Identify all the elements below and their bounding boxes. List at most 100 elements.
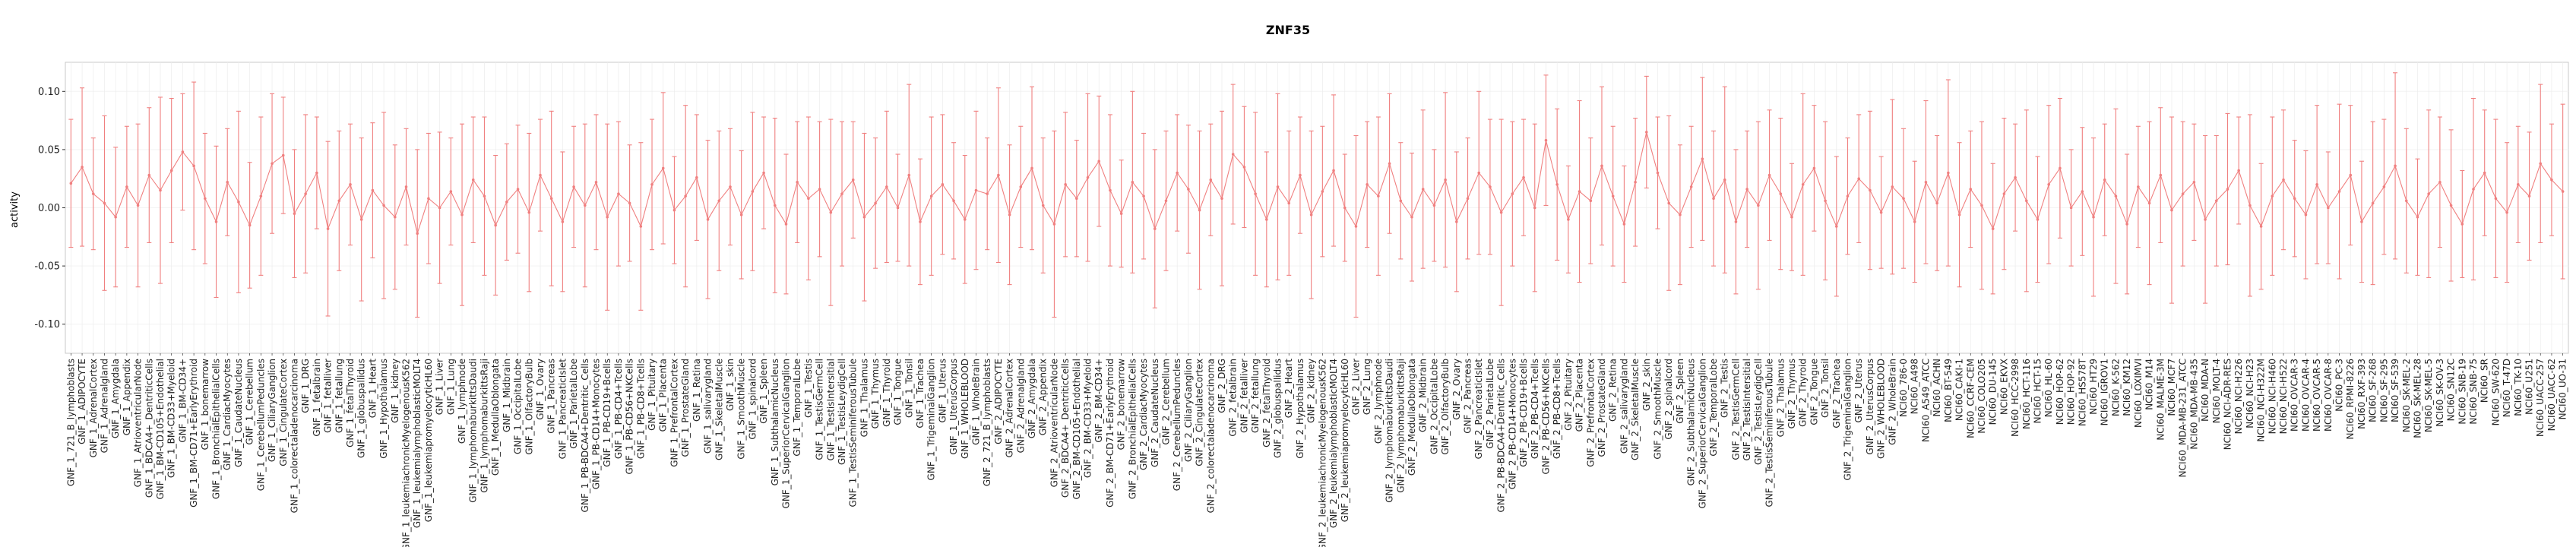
svg-text:NCI60_HCT-15: NCI60_HCT-15	[2032, 359, 2043, 423]
svg-text:GNF_1_Thalamus: GNF_1_Thalamus	[859, 359, 869, 437]
svg-text:GNF_1_PB-CD4+Tcells: GNF_1_PB-CD4+Tcells	[613, 359, 624, 459]
svg-text:GNF_2_Hypothalamus: GNF_2_Hypothalamus	[1295, 359, 1305, 459]
svg-text:GNF_1_lymphomaburkittsRaji: GNF_1_lymphomaburkittsRaji	[479, 359, 489, 493]
svg-text:NCI60_TK-10: NCI60_TK-10	[2513, 359, 2524, 416]
svg-text:GNF_2_ProstateGland: GNF_2_ProstateGland	[1597, 359, 1607, 457]
svg-text:GNF_2_SmoothMuscle: GNF_2_SmoothMuscle	[1653, 359, 1663, 460]
svg-text:NCI60_SK-OV-3: NCI60_SK-OV-3	[2435, 359, 2445, 427]
svg-text:GNF_1_fetalliver: GNF_1_fetalliver	[323, 359, 334, 433]
svg-text:NCI60_MDA-MB-231_ATCC: NCI60_MDA-MB-231_ATCC	[2178, 359, 2188, 477]
svg-text:GNF_2_Placenta: GNF_2_Placenta	[1574, 359, 1585, 432]
svg-text:GNF_2_CerebellumPeduncles: GNF_2_CerebellumPeduncles	[1172, 359, 1182, 491]
svg-text:GNF_2_AdrenalCortex: GNF_2_AdrenalCortex	[1005, 359, 1015, 457]
svg-text:GNF_2_BronchialEpithelialCells: GNF_2_BronchialEpithelialCells	[1127, 359, 1138, 499]
svg-text:GNF_1_Midbrain: GNF_1_Midbrain	[502, 359, 512, 432]
svg-text:GNF_2_PB-BDCA4+Dentritic_Cells: GNF_2_PB-BDCA4+Dentritic_Cells	[1496, 359, 1507, 512]
svg-text:GNF_1_DRG: GNF_1_DRG	[300, 359, 311, 413]
svg-text:GNF_1_BM-CD71+EarlyErythroid: GNF_1_BM-CD71+EarlyErythroid	[188, 359, 199, 507]
svg-text:NCI60_RXF-393: NCI60_RXF-393	[2356, 359, 2367, 429]
svg-text:NCI60_T-47D: NCI60_T-47D	[2502, 359, 2512, 417]
svg-text:GNF_1_TrigeminalGanglion: GNF_1_TrigeminalGanglion	[926, 359, 937, 480]
svg-text:GNF_2_721_B_lymphoblasts: GNF_2_721_B_lymphoblasts	[982, 359, 992, 486]
svg-text:NCI60_LOXIMVI: NCI60_LOXIMVI	[2133, 359, 2144, 428]
svg-text:NCI60_MDA-N: NCI60_MDA-N	[2200, 359, 2210, 422]
svg-text:GNF_1_spinalcord: GNF_1_spinalcord	[747, 359, 758, 440]
svg-text:GNF_2_Midbrain: GNF_2_Midbrain	[1418, 359, 1429, 432]
svg-text:GNF_1_Hypothalamus: GNF_1_Hypothalamus	[378, 359, 389, 459]
svg-text:GNF_2_Adrenalgland: GNF_2_Adrenalgland	[1015, 359, 1026, 453]
svg-text:GNF_1_Liver: GNF_1_Liver	[435, 359, 445, 415]
svg-text:GNF_1_colorectaladenocarcinoma: GNF_1_colorectaladenocarcinoma	[289, 359, 299, 513]
svg-text:0.05: 0.05	[38, 144, 60, 156]
svg-text:GNF_2_leukemiapromyelocyticHL6: GNF_2_leukemiapromyelocyticHL60	[1340, 359, 1350, 522]
svg-text:GNF_2_Appendix: GNF_2_Appendix	[1038, 359, 1049, 435]
svg-text:GNF_2_PrefrontalCortex: GNF_2_PrefrontalCortex	[1585, 359, 1596, 467]
svg-text:NCI60_NCI-ADR-RES: NCI60_NCI-ADR-RES	[2222, 359, 2233, 450]
svg-text:NCI60_SR: NCI60_SR	[2479, 359, 2490, 403]
svg-text:0.00: 0.00	[38, 203, 60, 214]
svg-text:GNF_1_SmoothMuscle: GNF_1_SmoothMuscle	[736, 359, 747, 460]
svg-text:NCI60_MCF7: NCI60_MCF7	[2166, 359, 2177, 416]
svg-text:NCI60_DU-145: NCI60_DU-145	[1988, 359, 1998, 425]
svg-text:GNF_2_CaudateNucleus: GNF_2_CaudateNucleus	[1150, 359, 1160, 467]
svg-text:NCI60_SK-MEL-5: NCI60_SK-MEL-5	[2423, 359, 2434, 432]
svg-text:GNF_2_Retina: GNF_2_Retina	[1608, 359, 1619, 422]
svg-text:NCI60_PC-3: NCI60_PC-3	[2334, 359, 2345, 412]
svg-text:GNF_1_Tongue: GNF_1_Tongue	[893, 359, 903, 425]
svg-text:GNF_2_salivarygland: GNF_2_salivarygland	[1619, 359, 1629, 454]
svg-text:GNF_2_DRG: GNF_2_DRG	[1217, 359, 1227, 413]
svg-text:GNF_1_fetalbrain: GNF_1_fetalbrain	[312, 359, 322, 437]
svg-text:GNF_1_WHOLEBLOOD: GNF_1_WHOLEBLOOD	[960, 359, 970, 459]
svg-text:GNF_1_Pancreas: GNF_1_Pancreas	[546, 359, 557, 434]
svg-text:GNF_1_TestisSeminiferousTubule: GNF_1_TestisSeminiferousTubule	[848, 359, 859, 507]
svg-text:GNF_1_PB-CD14+Monocytes: GNF_1_PB-CD14+Monocytes	[591, 359, 602, 489]
svg-text:NCI60_UACC-62: NCI60_UACC-62	[2546, 359, 2557, 431]
svg-text:GNF_1_Testis: GNF_1_Testis	[803, 359, 814, 418]
svg-text:GNF_2_TestisGermCell: GNF_2_TestisGermCell	[1730, 359, 1741, 460]
svg-text:GNF_1_Placenta: GNF_1_Placenta	[658, 359, 669, 432]
svg-text:GNF_2_OccipitalLobe: GNF_2_OccipitalLobe	[1429, 359, 1439, 454]
svg-text:NCI60_A549_ATCC: NCI60_A549_ATCC	[1920, 359, 1931, 442]
svg-text:GNF_1_ParietalLobe: GNF_1_ParietalLobe	[568, 359, 579, 449]
svg-text:GNF_2_Thalamus: GNF_2_Thalamus	[1775, 359, 1786, 437]
svg-text:GNF_2_Cerebellum: GNF_2_Cerebellum	[1160, 359, 1171, 445]
svg-text:GNF_2_CingulateCortex: GNF_2_CingulateCortex	[1195, 359, 1205, 466]
svg-text:GNF_2_lymphomaburkittsDaudi: GNF_2_lymphomaburkittsDaudi	[1385, 359, 1395, 503]
svg-text:NCI60_MOLT-4: NCI60_MOLT-4	[2211, 359, 2222, 423]
svg-text:NCI60_SF-268: NCI60_SF-268	[2368, 359, 2378, 422]
svg-text:GNF_2_AtrioventricularNode: GNF_2_AtrioventricularNode	[1049, 359, 1059, 487]
svg-text:GNF_1_WholeBrain: GNF_1_WholeBrain	[970, 359, 981, 445]
svg-text:-0.10: -0.10	[34, 319, 60, 330]
svg-text:GNF_1_bonemarrow: GNF_1_bonemarrow	[200, 359, 210, 451]
svg-text:NCI60_MALME-3M: NCI60_MALME-3M	[2155, 359, 2166, 441]
svg-text:NCI60_NCI-H460: NCI60_NCI-H460	[2267, 359, 2277, 434]
svg-text:GNF_1_PancreaticIslet: GNF_1_PancreaticIslet	[557, 359, 568, 460]
svg-text:GNF_1_TestisLeydigCell: GNF_1_TestisLeydigCell	[837, 359, 847, 465]
svg-text:GNF_1_ADIPOCYTE: GNF_1_ADIPOCYTE	[77, 359, 87, 444]
svg-text:GNF_1_salivarygland: GNF_1_salivarygland	[703, 359, 714, 454]
svg-text:GNF_2_TestisSeminiferousTubule: GNF_2_TestisSeminiferousTubule	[1764, 359, 1775, 507]
svg-text:GNF_1_PB-CD8+Tcells: GNF_1_PB-CD8+Tcells	[635, 359, 646, 459]
svg-text:GNF_2_CardiacMyocytes: GNF_2_CardiacMyocytes	[1138, 359, 1149, 470]
svg-text:GNF_1_UterusCorpus: GNF_1_UterusCorpus	[948, 359, 959, 455]
svg-text:NCI60_SNB-75: NCI60_SNB-75	[2468, 359, 2479, 425]
svg-text:GNF_1_SkeletalMuscle: GNF_1_SkeletalMuscle	[714, 359, 724, 460]
svg-text:GNF_2_TestisLeydigCell: GNF_2_TestisLeydigCell	[1753, 359, 1764, 465]
svg-text:GNF_2_BM-CD33+Myeloid: GNF_2_BM-CD33+Myeloid	[1083, 359, 1093, 478]
svg-text:GNF_2_PB-CD14+Monocytes: GNF_2_PB-CD14+Monocytes	[1507, 359, 1517, 489]
svg-text:GNF_2_PB-CD19+Bcells: GNF_2_PB-CD19+Bcells	[1518, 359, 1529, 467]
svg-text:GNF_1_Pituitary: GNF_1_Pituitary	[647, 359, 657, 431]
svg-text:GNF_2_SuperiorCervicalGanglion: GNF_2_SuperiorCervicalGanglion	[1697, 359, 1707, 508]
svg-text:GNF_1_TestisGermCell: GNF_1_TestisGermCell	[815, 359, 825, 460]
svg-text:GNF_1_CingulateCortex: GNF_1_CingulateCortex	[278, 359, 289, 466]
svg-text:GNF_2_TrigeminalGanglion: GNF_2_TrigeminalGanglion	[1843, 359, 1853, 480]
svg-text:GNF_1_OccipitalLobe: GNF_1_OccipitalLobe	[513, 359, 524, 454]
svg-text:NCI60_NCI-H322M: NCI60_NCI-H322M	[2256, 359, 2267, 442]
svg-text:GNF_1_Cerebellum: GNF_1_Cerebellum	[245, 359, 255, 445]
svg-text:NCI60_CAKI-1: NCI60_CAKI-1	[1954, 359, 1965, 421]
svg-text:GNF_1_Tonsil: GNF_1_Tonsil	[903, 359, 914, 418]
svg-text:GNF_2_Heart: GNF_2_Heart	[1283, 359, 1294, 419]
svg-text:GNF_2_MedullaOblongata: GNF_2_MedullaOblongata	[1407, 359, 1417, 476]
svg-text:NCI60_SW-620: NCI60_SW-620	[2490, 359, 2501, 425]
svg-text:GNF_2_WholeBrain: GNF_2_WholeBrain	[1887, 359, 1897, 445]
